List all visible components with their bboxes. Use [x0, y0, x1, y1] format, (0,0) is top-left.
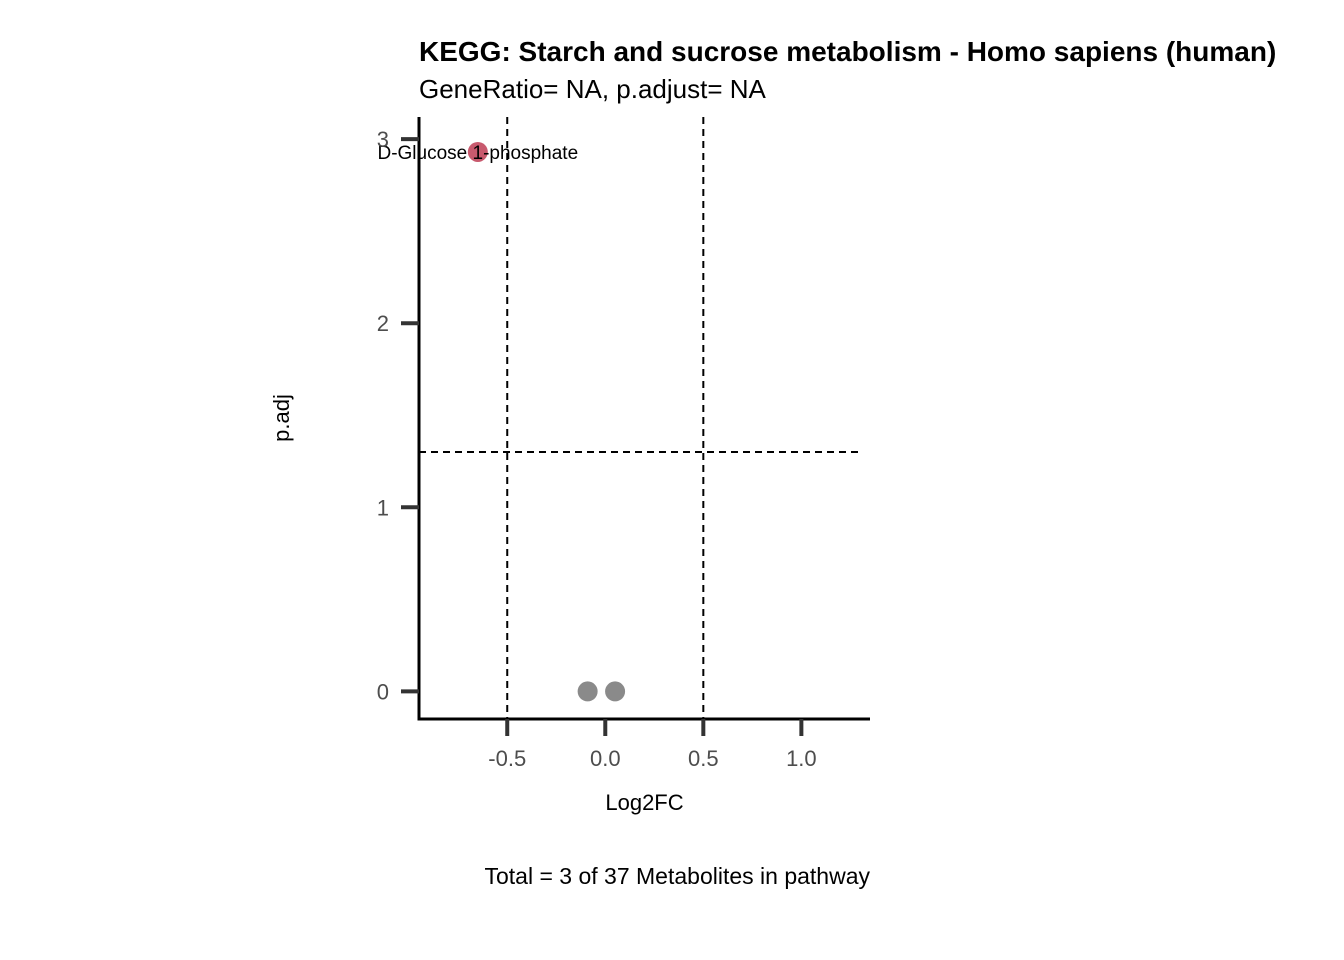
chart-title: KEGG: Starch and sucrose metabolism - Ho… — [419, 36, 1276, 67]
y-tick-label: 1 — [377, 495, 389, 520]
threshold-lines — [419, 117, 862, 719]
data-point — [467, 141, 488, 162]
x-tick-label: 0.0 — [590, 746, 621, 771]
data-point — [605, 681, 626, 702]
chart-subtitle: GeneRatio= NA, p.adjust= NA — [419, 74, 767, 104]
y-axis-ticks: 0 1 2 3 — [377, 127, 419, 704]
x-axis-title: Log2FC — [605, 790, 683, 815]
x-tick-label: 0.5 — [688, 746, 719, 771]
x-axis-ticks: -0.5 0.0 0.5 1.0 — [488, 719, 817, 771]
y-tick-label: 2 — [377, 311, 389, 336]
y-axis-title: p.adj — [269, 394, 294, 442]
chart-caption: Total = 3 of 37 Metabolites in pathway — [485, 863, 871, 889]
data-points — [467, 141, 626, 702]
x-tick-label: 1.0 — [786, 746, 817, 771]
y-tick-label: 0 — [377, 679, 389, 704]
data-point — [577, 681, 598, 702]
data-point-label: D-Glucose 1-phosphate — [377, 143, 578, 164]
y-tick-label: 3 — [377, 127, 389, 152]
point-labels: D-Glucose 1-phosphate — [377, 143, 578, 164]
x-tick-label: -0.5 — [488, 746, 526, 771]
